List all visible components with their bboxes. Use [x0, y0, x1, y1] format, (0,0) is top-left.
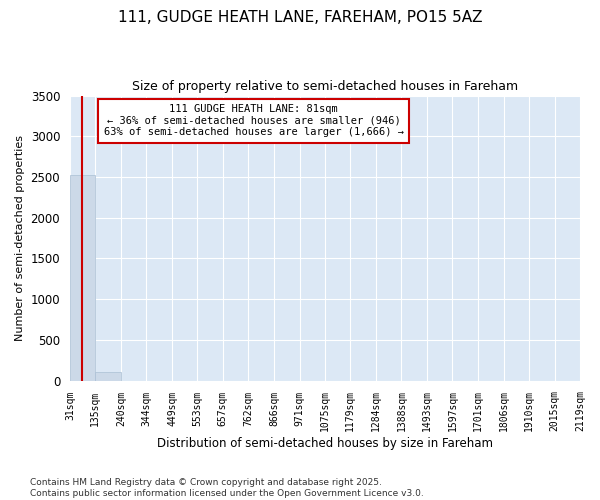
- Text: 111, GUDGE HEATH LANE, FAREHAM, PO15 5AZ: 111, GUDGE HEATH LANE, FAREHAM, PO15 5AZ: [118, 10, 482, 25]
- Text: 111 GUDGE HEATH LANE: 81sqm
← 36% of semi-detached houses are smaller (946)
63% : 111 GUDGE HEATH LANE: 81sqm ← 36% of sem…: [104, 104, 404, 138]
- X-axis label: Distribution of semi-detached houses by size in Fareham: Distribution of semi-detached houses by …: [157, 437, 493, 450]
- Text: Contains HM Land Registry data © Crown copyright and database right 2025.
Contai: Contains HM Land Registry data © Crown c…: [30, 478, 424, 498]
- Title: Size of property relative to semi-detached houses in Fareham: Size of property relative to semi-detach…: [132, 80, 518, 93]
- Bar: [70, 174, 95, 380]
- Bar: [95, 372, 121, 380]
- Y-axis label: Number of semi-detached properties: Number of semi-detached properties: [15, 135, 25, 341]
